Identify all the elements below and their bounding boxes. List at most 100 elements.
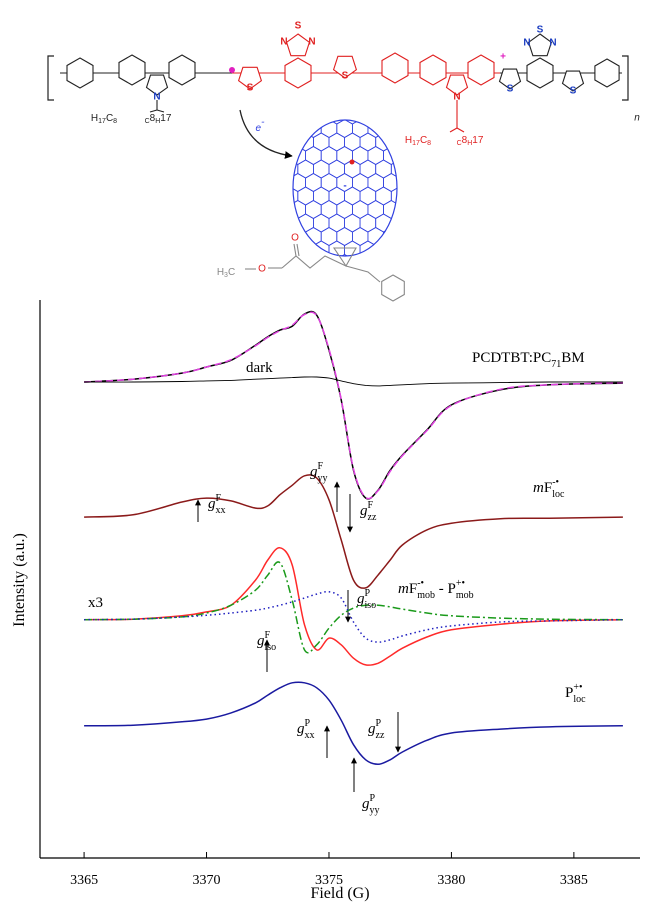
cage-face xyxy=(368,309,384,327)
formula-part: 17 xyxy=(160,113,172,124)
annotation-part: - P xyxy=(435,581,456,597)
cage-face xyxy=(321,282,337,300)
cage-face xyxy=(321,309,337,327)
cage-face xyxy=(290,336,306,354)
annotation-part: F xyxy=(409,581,417,597)
annotation-part: yy xyxy=(370,805,380,816)
cage-face xyxy=(376,241,392,259)
formula-part: C xyxy=(106,113,113,124)
cage-face xyxy=(399,201,415,219)
x-tick-label: 3365 xyxy=(70,873,98,888)
transfer-arrow xyxy=(240,110,292,156)
bond xyxy=(294,244,296,256)
annotation: gFiso xyxy=(257,630,276,653)
series-line xyxy=(84,562,623,653)
cage-face xyxy=(337,309,353,327)
annotation-part: P xyxy=(305,718,311,729)
series-line xyxy=(84,682,623,764)
formula: C8H17 xyxy=(457,135,484,147)
benzene-ring xyxy=(119,55,145,85)
formula-part: H xyxy=(405,135,412,146)
formula-part: 8 xyxy=(427,140,431,147)
polaron-charge: + xyxy=(500,52,506,63)
benzene-ring xyxy=(527,58,553,88)
cage-face xyxy=(360,106,376,124)
cage-face xyxy=(345,268,361,286)
phenyl-ring xyxy=(382,275,405,301)
cage-face xyxy=(337,336,353,354)
annotation-part: P xyxy=(376,718,382,729)
annotation-part: F xyxy=(265,630,271,641)
figure: NSNSNSNNSNSSH17C8C8H17H17C8C8H17+ne--OOH… xyxy=(0,0,649,904)
cage-face xyxy=(368,336,384,354)
atom-label: S xyxy=(342,71,349,82)
cage-face xyxy=(282,106,298,124)
cage-face xyxy=(360,322,376,340)
cage-face xyxy=(376,322,392,340)
formula: H3C xyxy=(217,267,235,279)
side-chain xyxy=(346,266,380,282)
formula-part: H xyxy=(217,267,224,278)
annotation-part: BM xyxy=(561,350,584,366)
cage-face xyxy=(282,133,298,151)
x-tick-label: 3380 xyxy=(437,873,465,888)
oxygen-label: O xyxy=(291,233,299,244)
annotation-part: xx xyxy=(305,730,315,741)
cage-face xyxy=(391,322,407,340)
atom-label: N xyxy=(453,92,460,103)
x-tick-label: 3375 xyxy=(315,873,343,888)
cage-face xyxy=(384,120,400,138)
annotation-part: m xyxy=(533,480,544,496)
annotation: x3 xyxy=(88,595,103,611)
formula: C8H17 xyxy=(145,113,172,125)
annotation-part: P xyxy=(365,588,371,599)
annotation: P+•loc xyxy=(565,682,586,705)
repeat-unit: n xyxy=(634,113,640,124)
series-line xyxy=(84,548,623,665)
annotation-part: loc xyxy=(573,694,586,705)
annotation-part: xx xyxy=(216,505,226,516)
benzene-ring xyxy=(468,55,494,85)
oxygen-label: O xyxy=(258,264,266,275)
cage-face xyxy=(345,295,361,313)
annotation: dark xyxy=(246,360,273,376)
annotation-part: P xyxy=(370,793,376,804)
cage-face xyxy=(306,282,322,300)
cage-face xyxy=(306,255,322,273)
electron-label: e- xyxy=(256,117,266,134)
cage-face xyxy=(337,282,353,300)
annotation-part: mob xyxy=(456,590,474,601)
annotation-part: 71 xyxy=(551,359,561,370)
annotation-part: -• xyxy=(417,578,424,589)
cage-face xyxy=(290,120,306,138)
formula: H17C8 xyxy=(405,135,431,147)
cage-face xyxy=(298,241,314,259)
cage-face xyxy=(306,336,322,354)
anion-charge: - xyxy=(343,181,346,192)
y-axis-label: Intensity (a.u.) xyxy=(11,533,28,627)
bracket xyxy=(48,56,54,100)
cage-face xyxy=(329,295,345,313)
annotation: gPzz xyxy=(368,718,385,741)
atom-label: S xyxy=(507,84,514,95)
formula-part: 17 xyxy=(98,118,106,125)
benzene-ring xyxy=(420,55,446,85)
electron-charge: - xyxy=(261,117,265,128)
bond xyxy=(450,128,457,132)
cage-face xyxy=(360,241,376,259)
annotation-part: F xyxy=(216,493,222,504)
cage-face xyxy=(345,322,361,340)
cage-face xyxy=(399,336,415,354)
bracket xyxy=(622,56,628,100)
cage-face xyxy=(399,309,415,327)
phenyl-ring xyxy=(595,59,619,87)
annotation: gPyy xyxy=(362,793,380,816)
phenylene-ring xyxy=(382,53,408,83)
atom-label: S xyxy=(537,25,544,36)
series-line xyxy=(84,312,623,498)
cage-face xyxy=(282,322,298,340)
cage-face xyxy=(368,255,384,273)
arrows xyxy=(198,482,398,792)
